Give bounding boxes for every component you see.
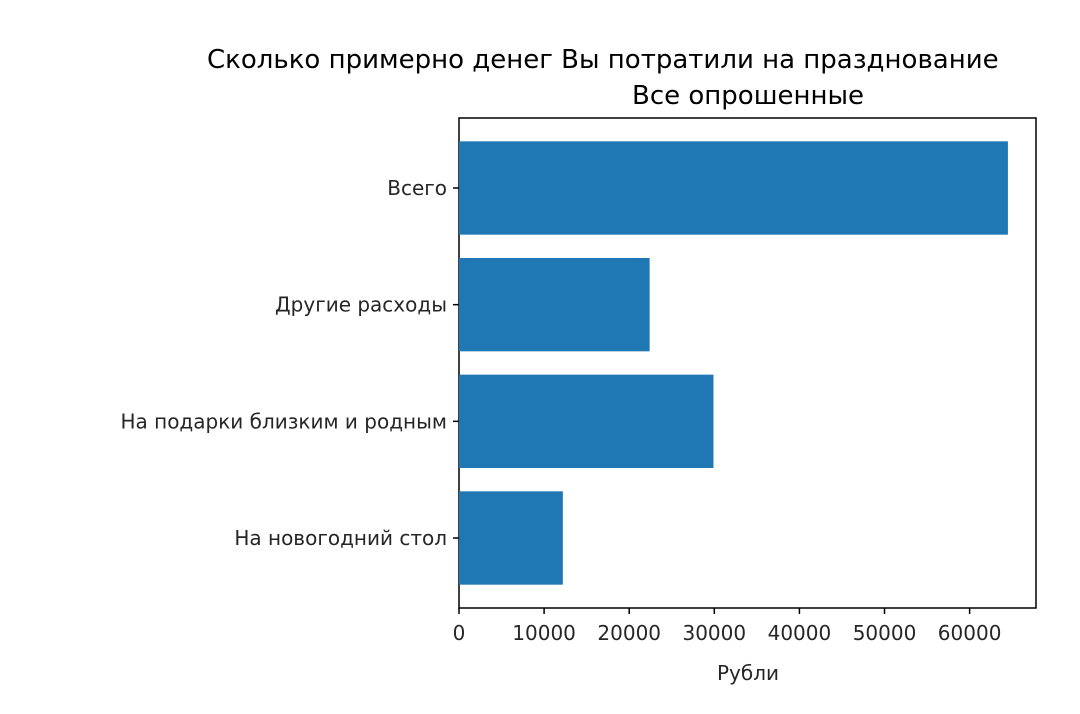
x-axis-label: Рубли — [717, 661, 779, 685]
x-tick-label: 30000 — [682, 621, 746, 645]
plot-frame — [458, 117, 1037, 609]
bar — [459, 258, 650, 352]
plot-area: На новогодний стол На подарки близким и р… — [120, 117, 1037, 645]
x-ticks: 0 10000 20000 30000 40000 50000 60000 — [453, 608, 1002, 645]
bar — [459, 374, 714, 468]
y-tick-label: Другие расходы — [275, 293, 447, 317]
x-tick-label: 10000 — [512, 621, 576, 645]
x-tick-label: 40000 — [768, 621, 832, 645]
chart-title: Сколько примерно денег Вы потратили на п… — [207, 45, 999, 75]
y-tick-label: На подарки близким и родным — [120, 409, 447, 433]
y-ticks: На новогодний стол На подарки близким и р… — [120, 176, 459, 550]
x-tick-label: 20000 — [597, 621, 661, 645]
x-tick-label: 50000 — [853, 621, 917, 645]
bar — [459, 141, 1008, 235]
y-tick-label: Всего — [387, 176, 447, 200]
bars-layer — [459, 141, 1008, 585]
x-tick-label: 0 — [453, 621, 466, 645]
bar — [459, 491, 563, 585]
x-tick-label: 60000 — [938, 621, 1002, 645]
y-tick-label: На новогодний стол — [234, 526, 447, 550]
chart-subtitle: Все опрошенные — [632, 81, 864, 111]
